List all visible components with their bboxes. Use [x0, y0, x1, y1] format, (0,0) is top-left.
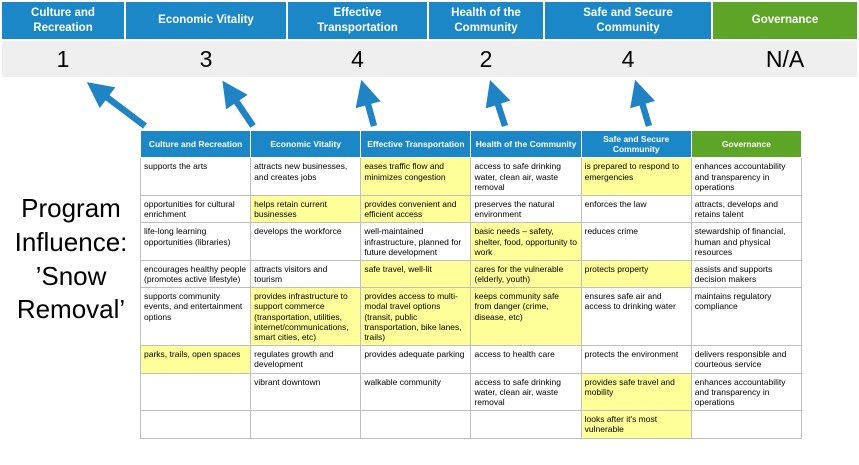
- arrow-icon: [86, 82, 147, 129]
- matrix-cell: looks after it's most vulnerable: [580, 410, 692, 439]
- score-health: 2: [479, 45, 493, 72]
- matrix-cell: vibrant downtown: [250, 372, 362, 412]
- matrix-cell: supports community events, and entertain…: [139, 287, 252, 347]
- matrix-row: opportunities for cultural enrichment hel…: [139, 194, 803, 224]
- matrix-row: supports community events, and entertain…: [139, 287, 803, 347]
- matrix-cell: attracts, develops and retains talent: [690, 194, 803, 224]
- matrix-cell: ensures safe air and access to drinking …: [580, 287, 692, 347]
- matrix-cell: is prepared to respond to emergencies: [580, 157, 692, 196]
- matrix-cell: attracts visitors and tourism: [250, 259, 362, 289]
- matrix-cell: delivers responsible and courteous servi…: [690, 345, 803, 374]
- score-economic: 3: [199, 45, 213, 72]
- matrix-cell: preserves the natural environment: [470, 194, 582, 224]
- matrix-row: supports the arts attracts new businesses…: [139, 157, 803, 196]
- matrix-cell: encourages healthy people (promotes acti…: [139, 259, 252, 289]
- matrix-table: Culture and Recreation Economic Vitality…: [139, 129, 803, 439]
- summary-header-culture: Culture and Recreation: [2, 2, 124, 39]
- matrix-cell: access to safe drinking water, clean air…: [470, 372, 582, 412]
- matrix-header-transportation: Effective Transportation: [360, 129, 472, 159]
- matrix-cell: well-maintained infrastructure, planned …: [360, 222, 472, 261]
- matrix-cell: protects the environment: [580, 345, 692, 374]
- summary-header-health: Health of the Community: [429, 2, 543, 39]
- summary-header-transportation: Effective Transportation: [288, 2, 427, 39]
- matrix-cell: enhances accountability and transparency…: [690, 372, 803, 412]
- summary-score-row: 1 3 4 2 4 N/A: [2, 41, 857, 77]
- arrow-icon: [355, 79, 381, 127]
- matrix-header-governance: Governance: [690, 129, 803, 159]
- score-transportation: 4: [351, 45, 364, 72]
- matrix-cell: cares for the vulnerable (elderly, youth…: [470, 259, 582, 289]
- matrix-cell: life-long learning opportunities (librar…: [139, 222, 252, 261]
- matrix-header-culture: Culture and Recreation: [139, 129, 252, 159]
- matrix-cell: safe travel, well-lit: [360, 259, 472, 289]
- matrix-cell: eases traffic flow and minimizes congest…: [360, 157, 472, 196]
- matrix-cell: provides infrastructure to support comme…: [250, 287, 362, 347]
- matrix-cell: stewardship of financial, human and phys…: [690, 222, 803, 261]
- score-culture: 1: [56, 45, 70, 72]
- matrix-cell: [360, 410, 472, 439]
- matrix-cell: supports the arts: [139, 157, 252, 196]
- matrix-cell: [139, 410, 252, 439]
- arrow-icon: [485, 79, 511, 128]
- matrix-cell: helps retain current businesses: [250, 194, 362, 224]
- summary-header-economic: Economic Vitality: [126, 2, 286, 39]
- matrix-cell: walkable community: [360, 372, 472, 412]
- score-safe: 4: [621, 45, 635, 72]
- influence-arrows: [86, 79, 656, 129]
- matrix-cell: provides access to multi-modal travel op…: [360, 287, 472, 347]
- matrix-cell: provides convenient and efficient access: [360, 194, 472, 224]
- matrix-cell: enforces the law: [580, 194, 692, 224]
- matrix-cell: reduces crime: [580, 222, 692, 261]
- matrix-body: supports the arts attracts new businesses…: [139, 157, 803, 439]
- matrix-row: life-long learning opportunities (librar…: [139, 222, 803, 261]
- matrix-row: encourages healthy people (promotes acti…: [139, 259, 803, 289]
- matrix-row: vibrant downtown walkable community access…: [139, 372, 803, 412]
- matrix-header-row: Culture and Recreation Economic Vitality…: [139, 129, 803, 159]
- page-title: Program Influence: ’Snow Removal’: [14, 193, 128, 325]
- arrow-icon: [222, 80, 256, 128]
- score-governance: N/A: [765, 45, 805, 72]
- matrix-header-safe: Safe and Secure Community: [580, 129, 692, 159]
- matrix-cell: provides safe travel and mobility: [580, 372, 692, 412]
- matrix-cell: [690, 410, 803, 439]
- arrow-icon: [630, 79, 656, 127]
- matrix-header-economic: Economic Vitality: [250, 129, 362, 159]
- matrix-cell: assists and supports decision makers: [690, 259, 803, 289]
- matrix-row: parks, trails, open spaces regulates grow…: [139, 345, 803, 374]
- matrix-cell: parks, trails, open spaces: [139, 345, 252, 374]
- matrix-header-health: Health of the Community: [470, 129, 582, 159]
- matrix-cell: regulates growth and development: [250, 345, 362, 374]
- matrix-cell: access to health care: [470, 345, 582, 374]
- matrix-cell: [470, 410, 582, 439]
- matrix-cell: [250, 410, 362, 439]
- matrix-cell: attracts new businesses, and creates job…: [250, 157, 362, 196]
- matrix-cell: provides adequate parking: [360, 345, 472, 374]
- matrix-cell: access to safe drinking water, clean air…: [470, 157, 582, 196]
- matrix-cell: opportunities for cultural enrichment: [139, 194, 252, 224]
- summary-header-safe: Safe and Secure Community: [545, 2, 711, 39]
- summary-header-governance: Governance: [713, 2, 857, 39]
- summary-header-row: Culture and Recreation Economic Vitality…: [2, 2, 857, 39]
- matrix-row: looks after it's most vulnerable: [139, 410, 803, 439]
- matrix-cell: protects property: [580, 259, 692, 289]
- matrix-cell: develops the workforce: [250, 222, 362, 261]
- matrix-cell: basic needs – safety, shelter, food, opp…: [470, 222, 582, 261]
- matrix-cell: enhances accountability and transparency…: [690, 157, 803, 196]
- matrix-cell: maintains regulatory compliance: [690, 287, 803, 347]
- matrix-cell: [139, 372, 252, 412]
- matrix-cell: keeps community safe from danger (crime,…: [470, 287, 582, 347]
